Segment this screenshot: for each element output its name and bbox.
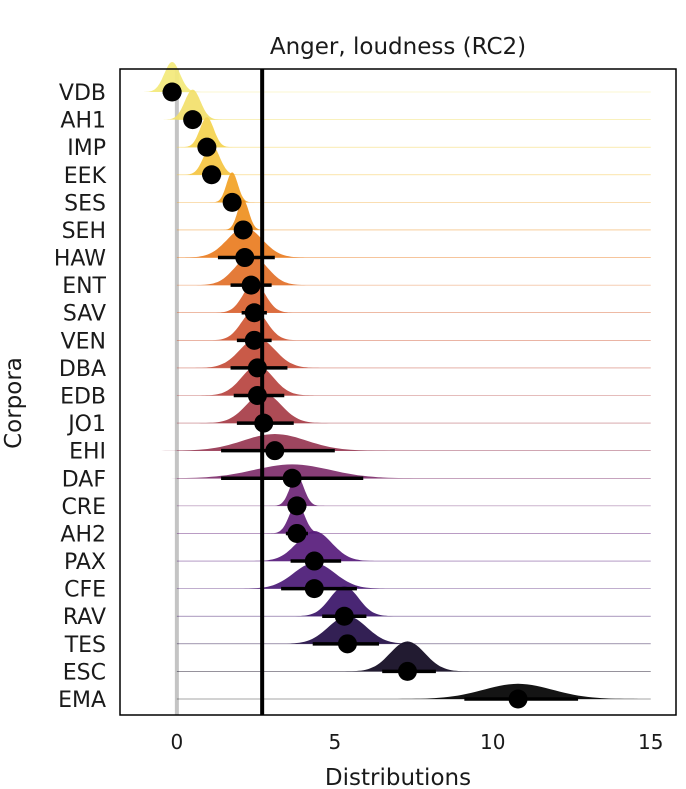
median-point xyxy=(202,165,222,185)
y-tick-label: RAV xyxy=(63,605,106,630)
density-ridge xyxy=(271,616,424,644)
y-tick-label: SAV xyxy=(63,302,106,327)
y-tick-label: DBA xyxy=(59,357,106,382)
y-tick-label: ENT xyxy=(62,274,106,299)
density-ridge xyxy=(269,475,325,506)
median-point xyxy=(265,441,285,461)
median-point xyxy=(162,82,182,102)
density-ridge xyxy=(175,227,315,258)
density-ridge xyxy=(203,310,305,341)
median-point xyxy=(241,275,261,295)
density-ridge xyxy=(194,365,321,396)
median-point xyxy=(254,413,274,433)
y-tick-label: EMA xyxy=(58,688,106,713)
median-point xyxy=(304,551,324,571)
median-point xyxy=(282,468,302,488)
median-point xyxy=(337,634,357,654)
y-tick-label: DAF xyxy=(62,467,106,492)
median-point xyxy=(287,523,307,543)
median-point xyxy=(247,358,267,378)
density-ridge xyxy=(179,117,235,148)
plot-area xyxy=(140,62,657,715)
chart-title: Anger, loudness (RC2) xyxy=(270,34,526,60)
median-point xyxy=(222,192,242,212)
density-ridge xyxy=(187,255,315,286)
y-tick-label: VDB xyxy=(59,81,106,106)
median-point xyxy=(244,330,264,350)
y-tick-label: CRE xyxy=(61,495,106,520)
x-tick-label: 5 xyxy=(328,730,341,754)
median-point xyxy=(247,386,267,405)
density-ridge xyxy=(244,531,384,561)
density-ridge xyxy=(232,563,397,589)
x-axis-label: Distributions xyxy=(325,765,471,789)
plot-frame xyxy=(119,68,677,716)
density-ridge xyxy=(210,282,299,313)
y-tick-label: EEK xyxy=(64,164,107,189)
median-point xyxy=(287,496,307,516)
median-point xyxy=(233,220,253,240)
density-ridge xyxy=(338,641,477,672)
density-ridge xyxy=(187,337,327,368)
density-ridge xyxy=(209,172,255,203)
y-tick-label: HAW xyxy=(54,247,106,272)
density-ridge xyxy=(220,200,266,230)
y-tick-label: AH1 xyxy=(60,109,106,134)
x-tick-label: 0 xyxy=(170,730,183,754)
y-tick-label: PAX xyxy=(64,550,106,575)
y-axis-label: Corpora xyxy=(1,357,27,449)
y-tick-label: VEN xyxy=(61,329,106,354)
density-ridge xyxy=(266,503,328,534)
median-point xyxy=(508,689,528,709)
y-tick-label: EDB xyxy=(60,385,106,410)
y-tick-label: ESC xyxy=(63,660,106,685)
median-point xyxy=(197,137,217,157)
y-tick-label: SEH xyxy=(62,219,106,244)
density-ridge xyxy=(161,89,225,120)
x-tick-label: 10 xyxy=(480,730,505,754)
y-tick-label: JO1 xyxy=(66,412,106,437)
y-tick-label: IMP xyxy=(67,136,106,161)
y-tick-label: EHI xyxy=(69,440,106,465)
y-tick-label: SES xyxy=(64,191,106,216)
median-point xyxy=(334,606,354,626)
y-tick-label: AH2 xyxy=(60,522,106,547)
density-ridge xyxy=(180,144,244,175)
median-point xyxy=(244,303,264,323)
median-point xyxy=(304,579,324,599)
median-point xyxy=(235,248,255,268)
median-point xyxy=(183,110,203,130)
x-tick-label: 15 xyxy=(638,730,663,754)
density-ridge xyxy=(140,62,204,92)
y-tick-label: CFE xyxy=(64,578,106,603)
density-ridge xyxy=(287,586,402,617)
y-tick-label: TES xyxy=(64,633,106,658)
median-point xyxy=(397,661,417,681)
